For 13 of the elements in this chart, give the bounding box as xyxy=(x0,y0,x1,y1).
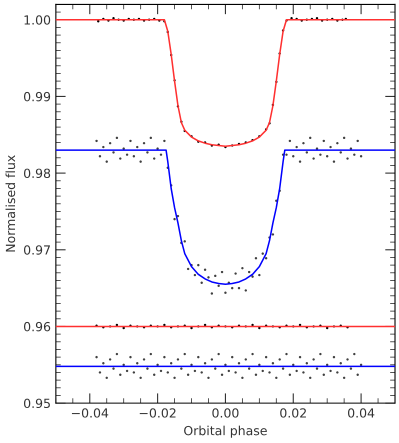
y-tick-label: 0.95 xyxy=(24,398,50,408)
y-axis-title: Normalised flux xyxy=(6,155,16,252)
y-tick-label: 1.00 xyxy=(24,15,50,25)
x-tick-label: 0.00 xyxy=(212,408,239,418)
x-tick-label: 0.02 xyxy=(280,408,306,418)
x-tick-label: 0.04 xyxy=(348,408,374,418)
y-tick-label: 0.99 xyxy=(24,92,50,102)
x-tick-label: −0.02 xyxy=(140,408,176,418)
x-axis-title: Orbital phase xyxy=(184,426,267,438)
y-tick-label: 0.96 xyxy=(24,322,50,332)
y-tick-label: 0.98 xyxy=(24,168,50,178)
y-tick-label: 0.97 xyxy=(24,245,50,255)
x-tick-label: −0.04 xyxy=(72,408,108,418)
